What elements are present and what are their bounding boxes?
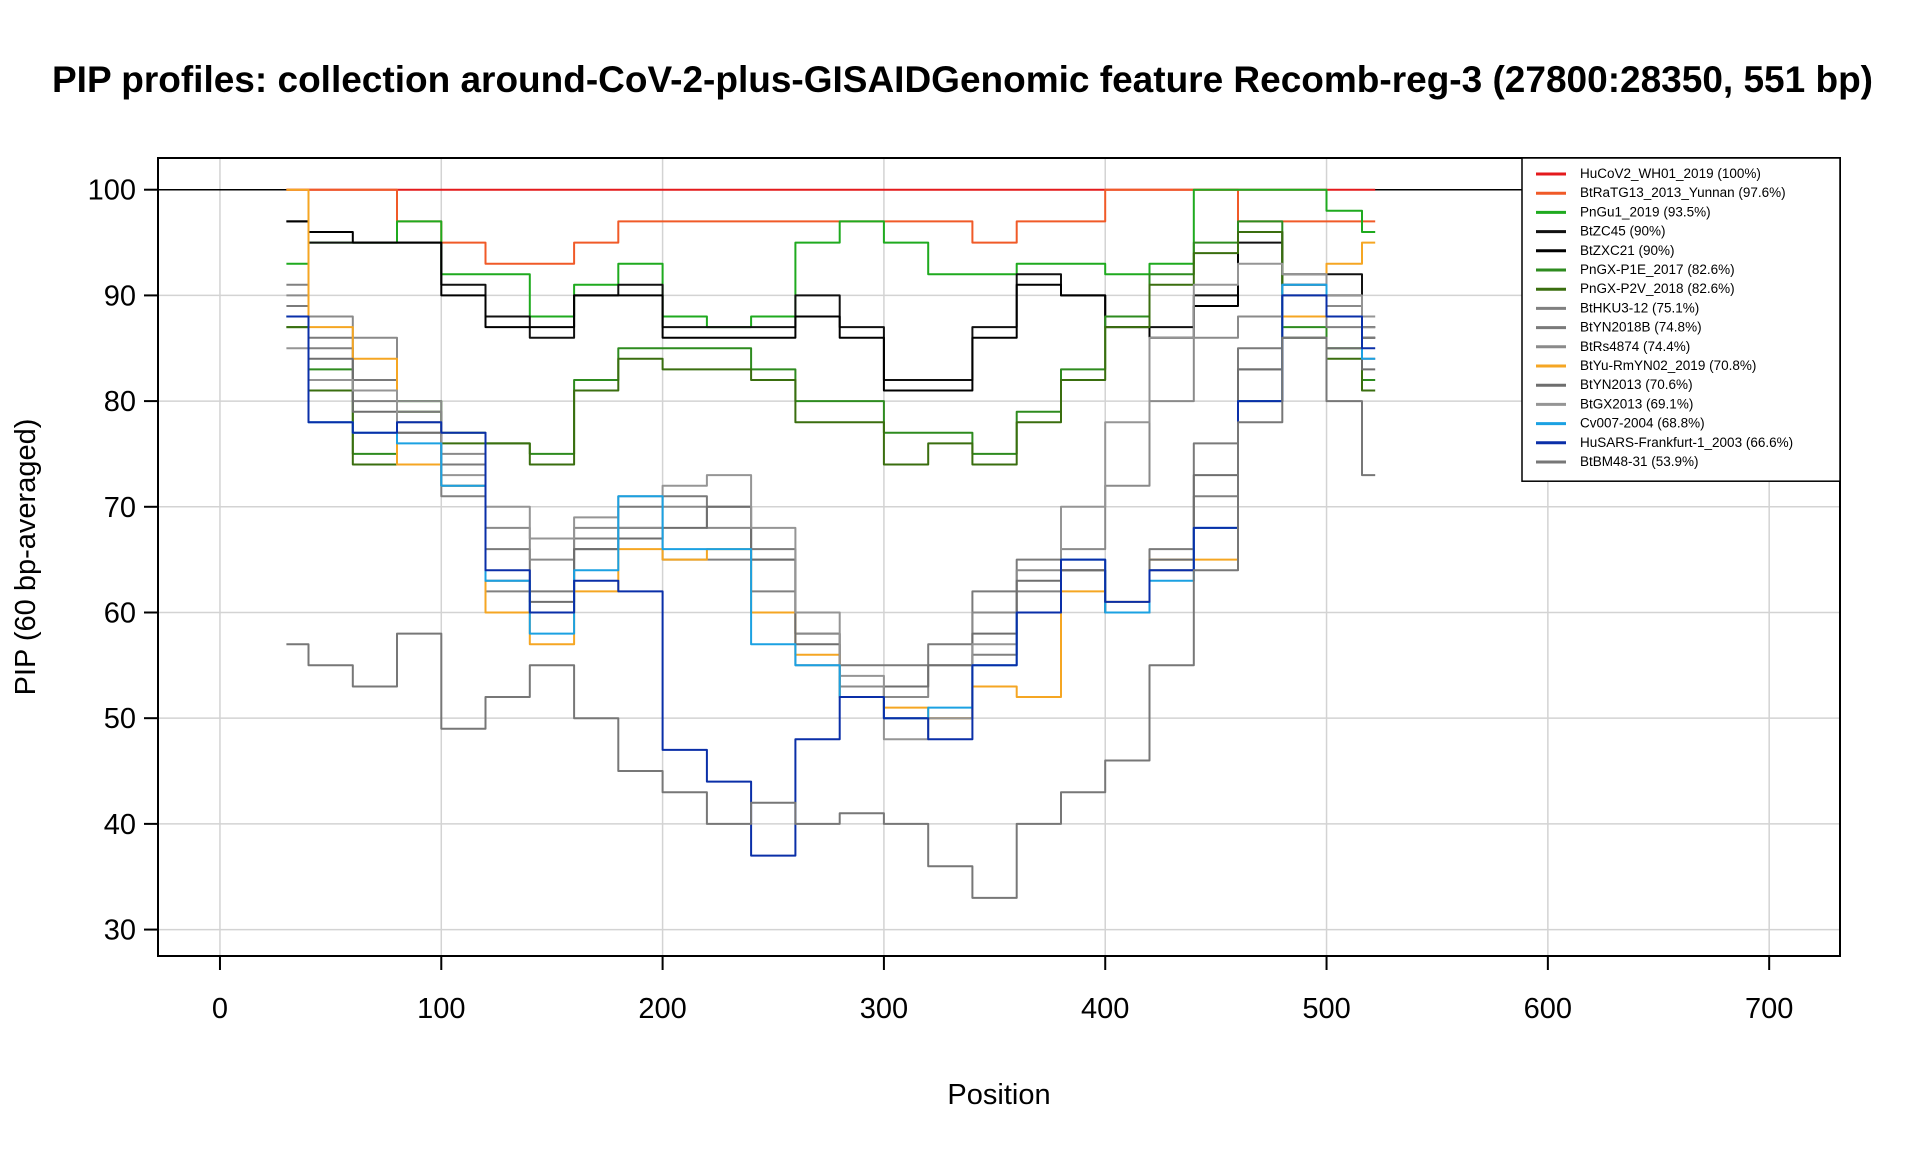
y-tick-label: 40 xyxy=(104,809,136,841)
series-lines xyxy=(286,188,1376,899)
y-tick-label: 90 xyxy=(104,280,136,312)
y-axis-label: PIP (60 bp-averaged) xyxy=(10,419,42,696)
legend-entry: HuSARS-Frankfurt-1_2003 (66.6%) xyxy=(1580,435,1793,450)
series-line xyxy=(286,283,1376,720)
series-line xyxy=(286,294,1376,667)
series-line xyxy=(286,220,1376,381)
legend-entry: BtRaTG13_2013_Yunnan (97.6%) xyxy=(1580,185,1786,200)
x-tick-label: 700 xyxy=(1745,993,1793,1025)
y-tick-label: 80 xyxy=(104,386,136,418)
series-line xyxy=(286,283,1376,698)
legend-entry: PnGX-P1E_2017 (82.6%) xyxy=(1580,262,1735,277)
x-tick-label: 300 xyxy=(860,993,908,1025)
legend-entry: BtGX2013 (69.1%) xyxy=(1580,396,1693,411)
y-tick-label: 30 xyxy=(104,915,136,947)
chart-title: PIP profiles: collection around-CoV-2-pl… xyxy=(52,59,1873,100)
x-axis-label: Position xyxy=(947,1079,1050,1111)
legend-entry: BtRs4874 (74.4%) xyxy=(1580,339,1690,354)
series-line xyxy=(286,262,1376,741)
series-line xyxy=(286,188,1376,329)
x-tick-label: 100 xyxy=(417,993,465,1025)
legend-entry: PnGu1_2019 (93.5%) xyxy=(1580,204,1711,219)
y-tick-label: 70 xyxy=(104,492,136,524)
legend: HuCoV2_WH01_2019 (100%) BtRaTG13_2013_Yun… xyxy=(1521,157,1841,482)
legend-entry: BtBM48-31 (53.9%) xyxy=(1580,454,1699,469)
legend-entry: BtYu-RmYN02_2019 (70.8%) xyxy=(1580,358,1756,373)
x-tick-label: 0 xyxy=(212,993,228,1025)
series-line xyxy=(286,283,1376,720)
legend-entry: BtZC45 (90%) xyxy=(1580,224,1666,239)
x-tick-label: 400 xyxy=(1081,993,1129,1025)
series-line xyxy=(286,294,1376,857)
series-line xyxy=(286,231,1376,466)
series-line xyxy=(286,336,1376,899)
legend-entry: Cv007-2004 (68.8%) xyxy=(1580,416,1705,431)
y-tick-label: 50 xyxy=(104,703,136,735)
legend-box xyxy=(1521,157,1841,482)
legend-entry: BtYN2018B (74.8%) xyxy=(1580,320,1702,335)
y-tick-label: 60 xyxy=(104,597,136,629)
x-tick-label: 500 xyxy=(1302,993,1350,1025)
series-line xyxy=(286,220,1376,392)
plot-frame xyxy=(157,157,1841,957)
x-tick-label: 600 xyxy=(1524,993,1572,1025)
axes: 0 100 200 300 400 500 600 700 30 40 50 60 70 80 90 100 xyxy=(88,175,1794,1025)
legend-entry: BtZXC21 (90%) xyxy=(1580,243,1675,258)
y-tick-label: 100 xyxy=(88,175,136,207)
legend-entry: BtHKU3-12 (75.1%) xyxy=(1580,300,1699,315)
legend-entry: BtYN2013 (70.6%) xyxy=(1580,377,1693,392)
legend-entry: PnGX-P2V_2018 (82.6%) xyxy=(1580,281,1735,296)
x-tick-label: 200 xyxy=(638,993,686,1025)
legend-entry: HuCoV2_WH01_2019 (100%) xyxy=(1580,166,1761,181)
